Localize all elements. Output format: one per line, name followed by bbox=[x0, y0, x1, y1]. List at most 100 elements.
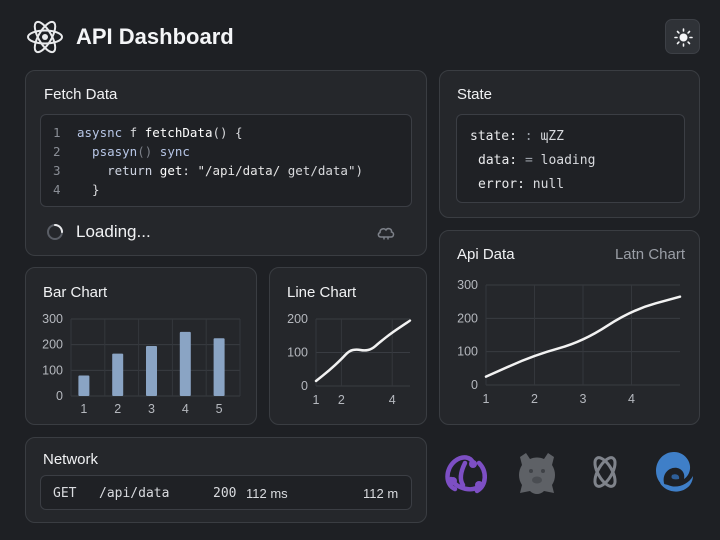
state-key: data: bbox=[478, 153, 518, 168]
y-tick-label: 200 bbox=[42, 338, 63, 352]
state-panel: State state: : ɰZZ data: = loading error: … bbox=[439, 70, 700, 218]
redux-icon bbox=[441, 449, 491, 502]
y-tick-label: 100 bbox=[287, 346, 308, 360]
x-tick-label: 1 bbox=[483, 392, 490, 406]
page-title: API Dashboard bbox=[76, 24, 234, 49]
x-tick-label: 3 bbox=[580, 392, 587, 406]
api-data-panel: Api Data Latn Chart 0 100 200 300 1 2 3 4 bbox=[439, 230, 700, 425]
y-tick-label: 300 bbox=[42, 312, 63, 326]
line-number: 1 bbox=[53, 125, 61, 140]
state-value: ɰZZ bbox=[540, 129, 564, 144]
state-key: error: bbox=[478, 177, 525, 192]
state-box: state: : ɰZZ data: = loading error: null bbox=[456, 114, 685, 203]
state-line: state: : ɰZZ bbox=[470, 125, 595, 149]
y-tick-label: 200 bbox=[457, 311, 478, 325]
api-data-chart: 0 100 200 300 1 2 3 4 bbox=[457, 278, 682, 406]
fetch-data-panel: Fetch Data 1 asysnc f fetchData() { 2 psas… bbox=[25, 70, 427, 256]
bear-icon bbox=[514, 449, 560, 502]
swr-icon bbox=[652, 449, 696, 502]
y-tick-label: 100 bbox=[457, 345, 478, 359]
state-line: error: null bbox=[470, 173, 595, 197]
x-tick-label: 2 bbox=[531, 392, 538, 406]
line-number: 3 bbox=[53, 163, 61, 178]
request-time: 112 ms bbox=[246, 486, 288, 501]
theme-toggle-button[interactable] bbox=[665, 19, 700, 54]
code-line: 1 asysnc f fetchData() { bbox=[53, 123, 363, 142]
line-chart: 0 100 200 1 2 4 bbox=[287, 312, 412, 407]
code-token: get bbox=[159, 163, 183, 178]
line-chart-panel: Line Chart 0 100 200 1 2 4 bbox=[269, 267, 427, 425]
line-number: 2 bbox=[53, 144, 61, 159]
api-data-title: Api Data bbox=[457, 246, 515, 263]
loading-status: Loading... bbox=[76, 222, 151, 241]
x-tick-label: 4 bbox=[389, 393, 396, 407]
state-separator bbox=[525, 177, 533, 192]
code-token: psasyn bbox=[77, 144, 138, 159]
bar bbox=[213, 338, 225, 396]
code-token: } bbox=[77, 182, 100, 197]
header: API Dashboard bbox=[0, 0, 720, 70]
state-key: state: bbox=[470, 129, 517, 144]
x-tick-label: 4 bbox=[628, 392, 635, 406]
api-data-subtitle: Latn Chart bbox=[614, 246, 685, 263]
x-tick-label: 2 bbox=[338, 393, 345, 407]
spinner-icon bbox=[46, 223, 64, 246]
network-row[interactable]: GET /api/data 200 112 ms 112 m bbox=[40, 475, 412, 510]
react-query-icon bbox=[583, 450, 627, 499]
request-url: /api/data bbox=[99, 486, 170, 501]
request-size: 112 m bbox=[363, 486, 399, 501]
x-tick-label: 5 bbox=[216, 402, 223, 416]
state-value: null bbox=[532, 177, 565, 192]
react-atom-icon bbox=[26, 18, 64, 56]
y-tick-label: 0 bbox=[471, 378, 478, 392]
sun-icon bbox=[674, 28, 693, 52]
state-value: loading bbox=[540, 153, 596, 168]
code-token: () bbox=[137, 144, 160, 159]
series-line bbox=[484, 295, 682, 378]
code-block: 1 asysnc f fetchData() {2 psasyn() sync 3 … bbox=[40, 114, 412, 207]
network-panel: Network GET /api/data 200 112 ms 112 m bbox=[25, 437, 427, 523]
network-title: Network bbox=[43, 451, 99, 468]
code-token: get/data") bbox=[287, 163, 364, 178]
series-line bbox=[314, 319, 412, 383]
state-title: State bbox=[457, 86, 493, 103]
y-tick-label: 0 bbox=[56, 389, 63, 403]
bar bbox=[179, 331, 191, 396]
y-tick-label: 0 bbox=[301, 379, 308, 393]
state-line: data: = loading bbox=[470, 149, 595, 173]
state-separator: : bbox=[516, 129, 541, 144]
code-token: "/api/data/ bbox=[197, 163, 288, 178]
x-tick-label: 1 bbox=[80, 402, 87, 416]
code-lines: 1 asysnc f fetchData() {2 psasyn() sync 3 … bbox=[53, 123, 363, 199]
state-separator: = bbox=[517, 153, 541, 168]
line-chart-title: Line Chart bbox=[287, 284, 357, 301]
code-line: 4 } bbox=[53, 180, 363, 199]
bar bbox=[112, 353, 124, 396]
request-method: GET bbox=[53, 486, 77, 501]
code-token: sync bbox=[159, 144, 190, 159]
bar bbox=[146, 345, 157, 396]
state-lines: state: : ɰZZ data: = loading error: null bbox=[470, 125, 595, 197]
fetch-data-title: Fetch Data bbox=[44, 86, 118, 103]
code-token: f bbox=[122, 125, 145, 140]
line-number: 4 bbox=[53, 182, 61, 197]
x-tick-label: 4 bbox=[182, 402, 189, 416]
request-status: 200 bbox=[213, 486, 237, 501]
x-tick-label: 2 bbox=[114, 402, 121, 416]
cloud-icon[interactable] bbox=[376, 223, 396, 246]
code-line: 3 return get: "/api/data/ get/data") bbox=[53, 161, 363, 180]
y-tick-label: 300 bbox=[457, 278, 478, 292]
code-token: fetchData bbox=[144, 125, 213, 140]
y-tick-label: 200 bbox=[287, 312, 308, 326]
code-token: : bbox=[182, 163, 198, 178]
code-line: 2 psasyn() sync bbox=[53, 142, 363, 161]
bar-chart-title: Bar Chart bbox=[43, 284, 108, 301]
bar bbox=[78, 375, 90, 396]
x-tick-label: 3 bbox=[148, 402, 155, 416]
x-tick-label: 1 bbox=[313, 393, 320, 407]
bar-chart: 0 100 200 300 1 2 3 4 5 bbox=[42, 312, 241, 416]
code-token: asysnc bbox=[77, 125, 123, 140]
bar-chart-panel: Bar Chart 0 100 200 300 1 2 3 4 5 bbox=[25, 267, 257, 425]
code-token: () { bbox=[212, 125, 243, 140]
code-token: return bbox=[77, 163, 160, 178]
